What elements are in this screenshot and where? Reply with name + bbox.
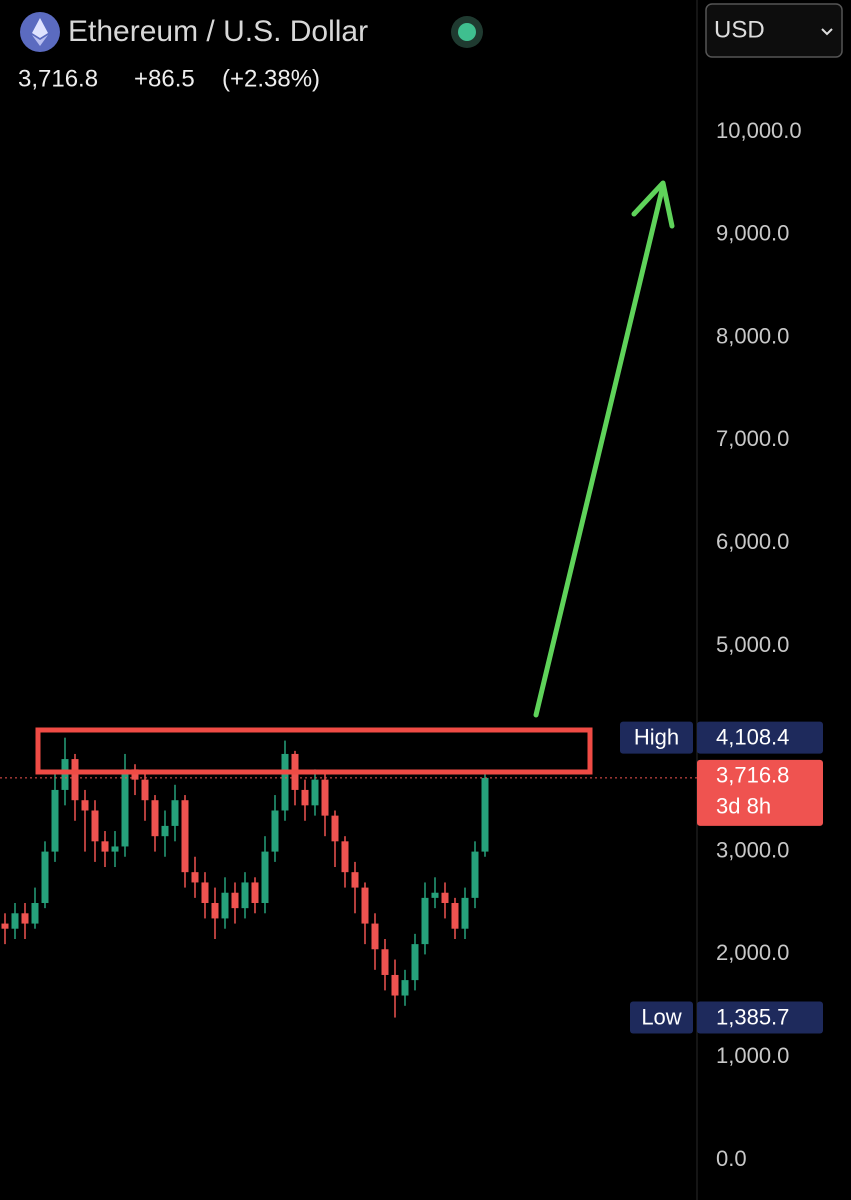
resistance-box: [35, 727, 593, 775]
candle-body: [191, 872, 199, 883]
y-tick-label: 5,000.0: [716, 632, 789, 657]
candle-body: [121, 769, 129, 847]
candle-body: [301, 789, 309, 806]
candle-body: [101, 841, 109, 852]
marker-name: High: [634, 724, 679, 749]
marker-value: 4,108.4: [716, 724, 789, 749]
price-change: +86.5: [134, 65, 195, 92]
candle-body: [351, 872, 359, 888]
candle-body: [221, 892, 229, 919]
candle-body: [271, 810, 279, 852]
marker-value: 1,385.7: [716, 1004, 789, 1029]
currency-label[interactable]: USD: [714, 16, 765, 43]
y-tick-label: 7,000.0: [716, 426, 789, 451]
last-price: 3,716.8: [18, 65, 98, 92]
candle-body: [281, 753, 289, 811]
candle-body: [241, 882, 249, 909]
y-tick-label: 3,000.0: [716, 837, 789, 862]
candle-body: [41, 851, 49, 904]
price-tag: [697, 759, 823, 826]
candle-body: [131, 769, 139, 780]
candle-body: [391, 974, 399, 996]
marker-name-box: [630, 1001, 693, 1034]
y-tick-label: 1,000.0: [716, 1043, 789, 1068]
candle-body: [331, 815, 339, 842]
candle-body: [81, 800, 89, 811]
candle-body: [461, 897, 469, 929]
candle-body: [411, 944, 419, 981]
currency-select[interactable]: USD: [705, 3, 843, 58]
candle-body: [151, 800, 159, 837]
candle-body: [231, 892, 239, 909]
candle-body: [171, 800, 179, 826]
candle-body: [421, 897, 429, 945]
countdown: 3d 8h: [716, 794, 771, 819]
candle-body: [161, 825, 169, 837]
candle-body: [321, 779, 329, 816]
candle-body: [311, 779, 319, 806]
chart-title: Ethereum / U.S. Dollar: [68, 15, 368, 48]
status-dot: [458, 23, 476, 41]
price-tag-label: 3,716.8: [716, 763, 789, 788]
y-tick-label: 9,000.0: [716, 221, 789, 246]
candle-body: [381, 949, 389, 975]
candle-body: [201, 882, 209, 904]
candle-body: [261, 851, 269, 904]
candle-body: [141, 779, 149, 801]
y-tick-label: 8,000.0: [716, 323, 789, 348]
candle-body: [451, 903, 459, 929]
y-tick-label: 2,000.0: [716, 940, 789, 965]
candle-body: [91, 810, 99, 842]
candle-body: [31, 903, 39, 924]
candle-body: [11, 913, 19, 929]
candle-body: [481, 777, 489, 852]
candle-body: [51, 789, 59, 852]
candle-body: [431, 892, 439, 898]
candle-body: [61, 759, 69, 790]
candle-body: [111, 846, 119, 852]
y-tick-label: 10,000.0: [716, 118, 802, 143]
candles: [1, 737, 489, 1018]
candle-body: [21, 913, 29, 924]
marker-value-box: [697, 721, 823, 754]
marker-value-box: [697, 1001, 823, 1034]
candle-body: [371, 923, 379, 950]
candle-body: [471, 851, 479, 898]
symbol-icon: [20, 12, 60, 52]
target-arrow: [533, 180, 675, 718]
marker-name-box: [620, 721, 693, 754]
candle-body: [1, 923, 9, 929]
price-change-pct: (+2.38%): [222, 65, 320, 92]
chevron: [821, 28, 833, 36]
candle-body: [361, 887, 369, 924]
y-tick-label: 0.0: [716, 1146, 747, 1171]
candle-body: [441, 892, 449, 904]
candle-body: [341, 841, 349, 873]
marker-name: Low: [641, 1004, 681, 1029]
candle-body: [211, 903, 219, 919]
y-tick-label: 6,000.0: [716, 529, 789, 554]
candle-body: [401, 980, 409, 996]
candle-body: [181, 800, 189, 873]
candle-body: [71, 759, 79, 801]
candle-body: [251, 882, 259, 904]
